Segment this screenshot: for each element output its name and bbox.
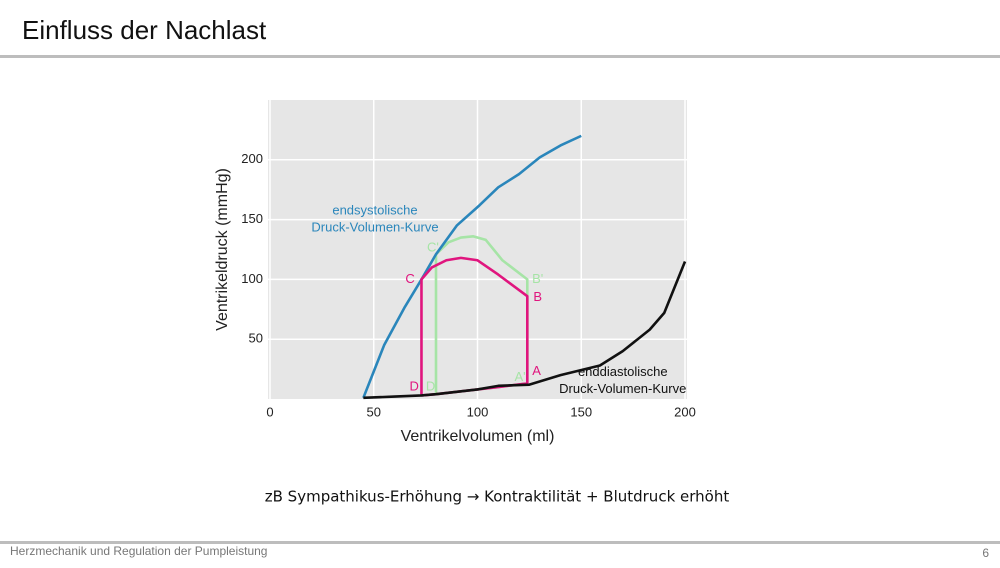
series-line <box>362 134 582 399</box>
y-axis-label: Ventrikeldruck (mmHg) <box>214 168 231 331</box>
caption: zB Sympathikus-Erhöhung → Kontraktilität… <box>265 488 730 506</box>
series-line <box>363 260 687 400</box>
page-number: 6 <box>982 546 989 560</box>
annotation: D <box>410 378 419 393</box>
chart: 50 100 150 200 0 50 100 150 200 Ventrikelvolumen … <box>214 100 696 445</box>
annotation: D' <box>426 378 438 393</box>
y-tick-label: 150 <box>241 211 263 226</box>
y-tick-label: 200 <box>241 151 263 166</box>
annotation: C <box>405 271 414 286</box>
x-tick-label: 50 <box>367 404 381 419</box>
x-axis-label: Ventrikelvolumen (ml) <box>401 428 555 445</box>
x-tick-label: 0 <box>266 404 273 419</box>
y-tick-label: 50 <box>249 331 263 346</box>
x-tick-label: 100 <box>467 404 489 419</box>
footer-rule <box>0 541 1000 544</box>
annotation: enddiastolische <box>578 364 668 379</box>
x-tick-label: 150 <box>570 404 592 419</box>
x-tick-label: 200 <box>674 404 696 419</box>
annotation: A' <box>514 369 525 384</box>
title-rule <box>0 55 1000 58</box>
footer: Herzmechanik und Regulation der Pumpleis… <box>10 544 267 558</box>
annotation: B' <box>532 271 543 286</box>
annotation: A <box>532 363 541 378</box>
annotation: C' <box>427 240 439 255</box>
annotation: endsystolische <box>332 203 417 218</box>
annotation: Druck-Volumen-Kurve <box>311 219 438 234</box>
annotation: B <box>533 289 542 304</box>
y-tick-label: 100 <box>241 271 263 286</box>
slide-title: Einfluss der Nachlast <box>22 15 267 45</box>
annotation: Druck-Volumen-Kurve <box>559 381 686 396</box>
